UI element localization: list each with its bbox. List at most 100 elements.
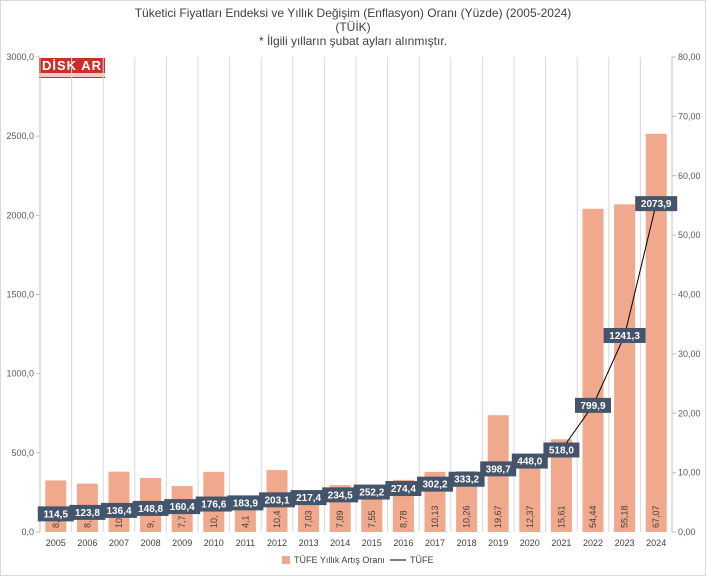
x-tick-label: 2006: [77, 538, 97, 548]
tufe-value-label: 123,8: [75, 508, 100, 519]
chart-note: * İlgili yılların şubat ayları alınmıştı…: [258, 34, 448, 48]
tufe-label-box: [448, 471, 485, 487]
tufe-label-box: [322, 487, 359, 503]
tufe-value-label: 448,0: [517, 457, 542, 468]
x-tick-label: 2017: [425, 538, 445, 548]
tufe-label-box: [132, 500, 169, 516]
bar-value-label: 9,: [146, 520, 156, 528]
tufe-value-label: 114,5: [44, 509, 69, 520]
bar-value-label: 8,: [82, 520, 92, 528]
bar-value-label: 54,44: [588, 505, 598, 528]
x-tick-label: 2021: [551, 538, 571, 548]
bar-value-label: 7,7: [177, 515, 187, 528]
bar-value-label: 7,03: [304, 510, 314, 528]
left-tick-label: 1500,0: [6, 290, 34, 300]
right-tick-label: 0,00: [678, 527, 696, 537]
tufe-label-box: [385, 481, 422, 497]
right-tick-label: 40,00: [678, 290, 701, 300]
bar-value-label: 4,1: [240, 515, 250, 528]
x-tick-label: 2011: [236, 538, 255, 548]
tufe-label-box: [417, 476, 453, 492]
bar: [645, 133, 667, 532]
tufe-value-label: 518,0: [549, 445, 574, 456]
bar-value-label: 10,: [114, 515, 124, 528]
legend-bar-label: TÜFE Yıllık Artış Oranı: [294, 555, 385, 565]
legend-line-label: TÜFE: [410, 555, 434, 565]
x-tick-label: 2013: [299, 538, 319, 548]
bar-value-label: 10,26: [462, 505, 472, 528]
right-tick-label: 30,00: [678, 349, 701, 359]
x-tick-label: 2016: [393, 538, 413, 548]
chart-subtitle: (TÜİK): [335, 20, 371, 34]
tufe-label-box: [195, 496, 232, 512]
bar-value-label: 55,18: [620, 505, 630, 528]
tufe-value-label: 148,8: [138, 504, 163, 515]
bar-value-label: 8,78: [398, 510, 408, 528]
left-tick-label: 0,0: [21, 527, 34, 537]
x-tick-label: 2010: [204, 538, 224, 548]
tufe-value-label: 2073,9: [641, 199, 672, 210]
tufe-value-label: 217,4: [296, 493, 321, 504]
bar-value-label: 12,37: [525, 505, 535, 528]
right-tick-label: 20,00: [678, 408, 701, 418]
bar-value-label: 10,13: [430, 505, 440, 528]
bar-value-label: 7,89: [335, 510, 345, 528]
tufe-value-label: 398,7: [486, 464, 511, 475]
tufe-value-label: 333,2: [454, 475, 479, 486]
tufe-label-box: [37, 506, 74, 522]
right-tick-label: 70,00: [678, 111, 701, 121]
bar: [519, 458, 541, 532]
x-tick-label: 2007: [109, 538, 129, 548]
left-tick-label: 500,0: [11, 448, 34, 458]
x-tick-label: 2014: [330, 538, 350, 548]
left-tick-label: 1000,0: [6, 369, 34, 379]
right-tick-label: 80,00: [678, 52, 701, 62]
tufe-value-label: 160,4: [170, 502, 195, 513]
x-tick-label: 2018: [457, 538, 477, 548]
left-tick-label: 3000,0: [6, 52, 34, 62]
tufe-label-box: [69, 504, 106, 520]
tufe-label-box: [227, 495, 264, 511]
left-tick-label: 2500,0: [6, 131, 34, 141]
tufe-label-box: [543, 442, 580, 458]
x-tick-label: 2020: [520, 538, 540, 548]
tufe-label-box: [290, 490, 327, 506]
bar: [614, 204, 636, 532]
bar-value-label: 67,07: [651, 505, 661, 528]
tufe-value-label: 176,6: [201, 500, 226, 511]
x-tick-label: 2008: [141, 538, 161, 548]
tufe-value-label: 183,9: [233, 498, 258, 509]
bar-value-label: 10,4: [272, 510, 282, 528]
tufe-label-box: [353, 484, 390, 500]
tufe-value-label: 799,9: [580, 401, 605, 412]
x-tick-label: 2009: [172, 538, 192, 548]
right-tick-label: 10,00: [678, 468, 701, 478]
tufe-value-label: 136,4: [106, 506, 131, 517]
tufe-label-box: [259, 492, 295, 508]
tufe-label-box: [480, 461, 517, 477]
x-tick-label: 2024: [646, 538, 666, 548]
x-tick-label: 2005: [46, 538, 66, 548]
right-tick-label: 50,00: [678, 230, 701, 240]
tufe-value-label: 234,5: [328, 490, 353, 501]
right-tick-label: 60,00: [678, 171, 701, 181]
bar: [550, 439, 572, 532]
tufe-value-label: 302,2: [422, 480, 447, 491]
chart-title: Tüketici Fiyatları Endeksi ve Yıllık Değ…: [134, 6, 572, 20]
bar: [582, 208, 604, 532]
tufe-label-box: [511, 453, 548, 469]
x-tick-label: 2023: [615, 538, 635, 548]
x-tick-label: 2019: [488, 538, 508, 548]
tufe-label-box: [101, 502, 137, 518]
bar-value-label: 10,: [209, 515, 219, 528]
tufe-label-box: [164, 499, 201, 515]
tufe-value-label: 203,1: [264, 495, 289, 506]
x-tick-label: 2012: [267, 538, 287, 548]
tufe-value-label: 274,4: [391, 484, 416, 495]
tufe-label-box: [635, 196, 678, 212]
left-tick-label: 2000,0: [6, 210, 34, 220]
x-tick-label: 2022: [583, 538, 603, 548]
bar-value-label: 15,61: [556, 505, 566, 528]
tufe-label-box: [603, 327, 646, 343]
